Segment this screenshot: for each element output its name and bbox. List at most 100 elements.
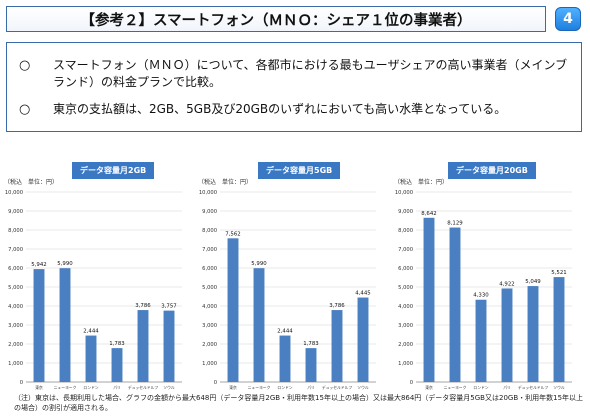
unit-label: （税込 単位：円）: [198, 179, 253, 186]
chart-title: データ容量月20GB: [448, 162, 536, 179]
y-tick-label: 3,000: [398, 323, 413, 329]
x-tick-label: デュッセルドルフ: [128, 385, 159, 390]
y-tick-label: 2,000: [8, 342, 23, 348]
x-tick-label: 東京: [425, 385, 433, 390]
x-tick-label: 東京: [229, 385, 237, 390]
y-tick-label: 5,000: [8, 285, 23, 291]
page-title: 【参考２】スマートフォン（ＭＮＯ：シェア１位の事業者）: [6, 6, 546, 32]
bar: [33, 269, 45, 382]
data-label: 5,521: [551, 270, 566, 276]
chart-20gb: データ容量月20GB （税込 単位：円） 0 1,000 2,000 3,000 4,0…: [392, 162, 580, 394]
data-label: 3,757: [161, 304, 176, 310]
data-label: 1,783: [303, 341, 318, 347]
y-tick-label: 9,000: [202, 209, 217, 215]
bar: [553, 277, 565, 382]
summary-box: ○ スマートフォン（ＭＮＯ）について、各都市における最もユーザシェアの高い事業者…: [6, 42, 582, 132]
y-tick-label: 10,000: [199, 190, 217, 196]
y-tick-label: 9,000: [398, 209, 413, 215]
x-tick-label: ソウル: [357, 385, 369, 390]
x-tick-label: パリ: [113, 385, 121, 390]
y-tick-label: 4,000: [8, 304, 23, 310]
bar: [527, 286, 539, 382]
x-tick-label: デュッセルドルフ: [322, 385, 353, 390]
summary-bullet: ○ 東京の支払額は、2GB、5GB及び20GBのいずれにおいても高い水準となって…: [19, 101, 571, 118]
data-label: 2,444: [83, 329, 99, 335]
x-tick-label: ロンドン: [473, 385, 488, 390]
bullet-text: 東京の支払額は、2GB、5GB及び20GBのいずれにおいても高い水準となっている…: [53, 102, 507, 116]
y-tick-label: 8,000: [398, 228, 413, 234]
unit-label: （税込 単位：円）: [394, 179, 449, 186]
bar: [137, 310, 149, 382]
x-tick-label: デュッセルドルフ: [518, 385, 549, 390]
data-label: 5,990: [57, 261, 73, 267]
x-tick-label: ロンドン: [277, 385, 292, 390]
y-tick-label: 2,000: [398, 342, 413, 348]
y-tick-label: 8,000: [202, 228, 217, 234]
bar: [279, 335, 291, 382]
bar: [59, 268, 71, 382]
data-label: 4,445: [355, 291, 370, 297]
bar: [475, 299, 487, 382]
y-tick-label: 3,000: [8, 323, 23, 329]
x-tick-label: ニューヨーク: [248, 385, 271, 390]
y-tick-label: 10,000: [5, 190, 23, 196]
x-tick-label: ソウル: [163, 385, 175, 390]
chart-title: データ容量月5GB: [258, 162, 341, 179]
data-label: 5,942: [31, 262, 46, 268]
bar: [357, 297, 369, 382]
y-tick-label: 5,000: [202, 285, 217, 291]
bar-chart-2gb: 0 1,000 2,000 3,000 4,000 5,000 6,000 7,000 8,00…: [5, 190, 182, 390]
y-tick-label: 3,000: [202, 323, 217, 329]
x-tick-label: 東京: [35, 385, 43, 390]
bar-chart-20gb: 0 1,000 2,000 3,000 4,000 5,000 6,000 7,000 8,00…: [395, 190, 572, 390]
bullet-marker: ○: [19, 102, 31, 117]
y-tick-label: 4,000: [398, 304, 413, 310]
y-tick-label: 2,000: [202, 342, 217, 348]
bar: [253, 268, 265, 382]
bar: [449, 227, 461, 382]
data-label: 8,129: [447, 221, 463, 227]
y-tick-label: 0: [410, 380, 413, 386]
chart-5gb: データ容量月5GB （税込 単位：円） 0 1,000 2,000 3,000 4,00…: [196, 162, 384, 394]
y-tick-label: 0: [214, 380, 217, 386]
footnote: （注）東京は、長期利用した場合、グラフの金額から最大648円（データ容量月2GB…: [14, 394, 584, 412]
bar: [85, 335, 97, 382]
x-tick-label: ソウル: [553, 385, 565, 390]
page-number: 4: [563, 11, 573, 27]
y-tick-label: 8,000: [8, 228, 23, 234]
page-title-text: 【参考２】スマートフォン（ＭＮＯ：シェア１位の事業者）: [80, 12, 472, 29]
y-tick-label: 4,000: [202, 304, 217, 310]
x-tick-label: パリ: [503, 385, 511, 390]
x-tick-label: ニューヨーク: [444, 385, 467, 390]
data-label: 7,562: [225, 231, 240, 237]
data-label: 8,642: [421, 211, 436, 217]
chart-2gb: データ容量月2GB （税込 単位：円） 0 1,000 2,000 3,000 4,00…: [2, 162, 190, 394]
bar: [163, 310, 175, 382]
bar: [501, 288, 513, 382]
bar: [111, 348, 123, 382]
y-tick-label: 0: [20, 380, 23, 386]
y-tick-label: 1,000: [8, 361, 23, 367]
y-tick-label: 5,000: [398, 285, 413, 291]
data-label: 1,783: [109, 341, 124, 347]
y-tick-label: 7,000: [398, 247, 413, 253]
bar: [331, 310, 343, 382]
chart-title: データ容量月2GB: [72, 162, 155, 179]
x-tick-label: パリ: [307, 385, 315, 390]
y-tick-label: 10,000: [395, 190, 413, 196]
bullet-marker: ○: [19, 58, 31, 73]
page-number-badge: 4: [555, 7, 581, 31]
y-tick-label: 6,000: [8, 266, 23, 272]
unit-label: （税込 単位：円）: [4, 179, 59, 186]
y-tick-label: 1,000: [202, 361, 217, 367]
data-label: 4,922: [499, 281, 514, 287]
y-tick-label: 6,000: [202, 266, 217, 272]
bar-chart-5gb: 0 1,000 2,000 3,000 4,000 5,000 6,000 7,000 8,00…: [199, 190, 376, 390]
data-label: 2,444: [277, 329, 293, 335]
x-tick-label: ロンドン: [83, 385, 98, 390]
data-label: 3,786: [135, 303, 151, 309]
data-label: 5,049: [525, 279, 541, 285]
y-tick-label: 1,000: [398, 361, 413, 367]
bar: [305, 348, 317, 382]
x-tick-label: ニューヨーク: [54, 385, 77, 390]
